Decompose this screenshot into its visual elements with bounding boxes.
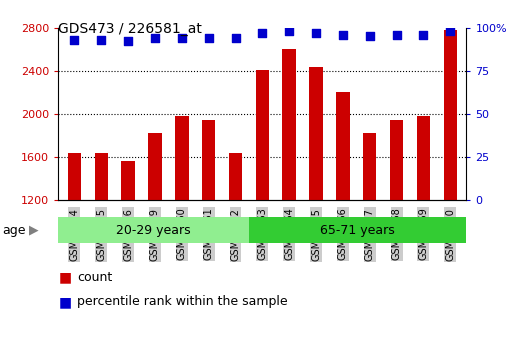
Text: 65-71 years: 65-71 years bbox=[320, 224, 395, 237]
Text: ■: ■ bbox=[58, 271, 72, 285]
Text: age: age bbox=[3, 224, 26, 237]
Bar bbox=[121, 161, 135, 200]
Bar bbox=[255, 70, 269, 200]
Bar bbox=[282, 49, 296, 200]
Bar bbox=[175, 116, 189, 200]
Point bbox=[366, 33, 374, 39]
Text: ■: ■ bbox=[58, 295, 72, 309]
Point bbox=[285, 28, 294, 34]
Bar bbox=[148, 133, 162, 200]
Text: ▶: ▶ bbox=[29, 224, 39, 237]
Point bbox=[70, 37, 78, 42]
Text: 20-29 years: 20-29 years bbox=[116, 224, 191, 237]
Point bbox=[258, 30, 267, 36]
Point bbox=[205, 35, 213, 41]
Bar bbox=[390, 120, 403, 200]
Point bbox=[312, 30, 320, 36]
Point bbox=[97, 37, 105, 42]
Bar bbox=[68, 152, 81, 200]
Point bbox=[178, 35, 186, 41]
Bar bbox=[336, 92, 350, 200]
Point bbox=[392, 32, 401, 37]
Bar bbox=[202, 120, 215, 200]
Bar bbox=[417, 116, 430, 200]
Bar bbox=[229, 152, 242, 200]
Point bbox=[151, 35, 159, 41]
Bar bbox=[94, 152, 108, 200]
Bar bbox=[444, 30, 457, 200]
Text: GDS473 / 226581_at: GDS473 / 226581_at bbox=[58, 22, 202, 37]
Bar bbox=[310, 68, 323, 200]
Bar bbox=[363, 133, 376, 200]
Point bbox=[419, 32, 428, 37]
Point bbox=[124, 39, 132, 44]
Point bbox=[339, 32, 347, 37]
Point bbox=[446, 28, 455, 34]
Point bbox=[231, 35, 240, 41]
Text: percentile rank within the sample: percentile rank within the sample bbox=[77, 295, 287, 308]
Text: count: count bbox=[77, 271, 112, 284]
